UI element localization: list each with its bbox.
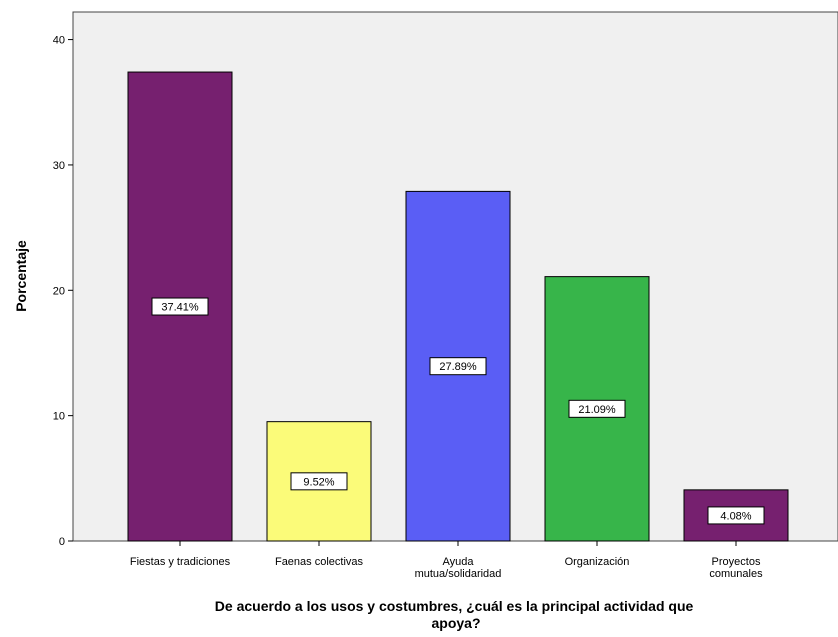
x-axis-title-line-1: De acuerdo a los usos y costumbres, ¿cuá…: [215, 598, 694, 614]
y-axis: 0 10 20 30 40: [53, 35, 73, 548]
x-tick-label: comunales: [709, 568, 763, 580]
data-label: 4.08%: [720, 510, 751, 522]
y-tick-label: 0: [59, 536, 65, 548]
y-tick-label: 20: [53, 285, 65, 297]
data-labels: 37.41% 9.52% 27.89% 21.09% 4.08%: [151, 297, 765, 525]
x-tick-label: Ayuda: [443, 556, 475, 568]
x-tick-label: Fiestas y tradiciones: [130, 556, 231, 568]
data-label-box: [429, 357, 487, 376]
data-label-box: [151, 297, 209, 316]
data-label-box: [707, 506, 765, 525]
y-tick-label: 40: [53, 35, 65, 47]
data-label: 21.09%: [578, 404, 616, 416]
y-axis-title: Porcentaje: [13, 240, 29, 312]
data-label: 9.52%: [303, 476, 334, 488]
data-label: 27.89%: [439, 361, 477, 373]
x-tick-label: Organización: [565, 556, 630, 568]
y-tick-label: 30: [53, 160, 65, 172]
x-axis: Fiestas y tradiciones Faenas colectivas Ay…: [130, 541, 763, 580]
x-axis-title: De acuerdo a los usos y costumbres, ¿cuá…: [215, 598, 697, 631]
bars: [127, 71, 789, 542]
y-tick-label: 10: [53, 411, 65, 423]
data-label-box: [568, 399, 626, 418]
x-tick-label: Faenas colectivas: [275, 556, 364, 568]
data-label-box: [290, 472, 348, 491]
x-tick-label: mutua/solidaridad: [415, 568, 502, 580]
x-axis-title-line-2: apoya?: [431, 615, 480, 631]
data-label: 37.41%: [161, 302, 199, 314]
bar: [127, 71, 233, 542]
x-tick-label: Proyectos: [712, 556, 761, 568]
